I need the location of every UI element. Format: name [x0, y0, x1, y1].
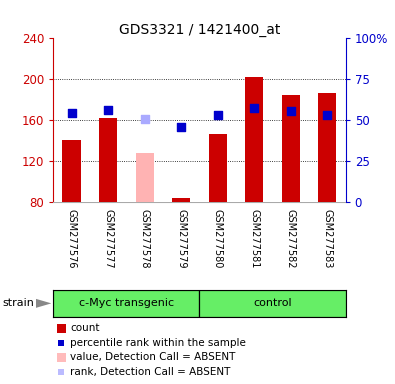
Point — [68, 110, 75, 116]
Point — [288, 108, 294, 114]
Bar — [172, 197, 190, 202]
Text: GSM277576: GSM277576 — [67, 209, 77, 268]
Text: value, Detection Call = ABSENT: value, Detection Call = ABSENT — [70, 352, 235, 362]
Text: GSM277581: GSM277581 — [249, 209, 259, 268]
Polygon shape — [36, 299, 51, 308]
Bar — [53, 290, 199, 317]
Text: c-Myc transgenic: c-Myc transgenic — [79, 298, 174, 308]
Text: GSM277582: GSM277582 — [286, 209, 296, 268]
Point — [141, 116, 148, 122]
Bar — [318, 93, 337, 202]
Point — [214, 112, 221, 118]
Title: GDS3321 / 1421400_at: GDS3321 / 1421400_at — [119, 23, 280, 37]
Text: rank, Detection Call = ABSENT: rank, Detection Call = ABSENT — [70, 367, 230, 377]
Point — [105, 107, 111, 113]
Bar — [199, 290, 346, 317]
Bar — [135, 153, 154, 202]
Text: GSM277583: GSM277583 — [322, 209, 332, 268]
Text: GSM277579: GSM277579 — [176, 209, 186, 268]
Text: strain: strain — [2, 298, 34, 308]
Point — [178, 124, 184, 130]
Point — [324, 112, 331, 118]
Text: GSM277580: GSM277580 — [213, 209, 223, 268]
Text: percentile rank within the sample: percentile rank within the sample — [70, 338, 246, 348]
Text: GSM277577: GSM277577 — [103, 209, 113, 268]
Text: control: control — [253, 298, 292, 308]
Point — [251, 105, 258, 111]
Bar — [245, 77, 263, 202]
Bar — [209, 134, 227, 202]
Bar — [99, 118, 117, 202]
Text: count: count — [70, 323, 100, 333]
Bar — [62, 141, 81, 202]
Text: GSM277578: GSM277578 — [140, 209, 150, 268]
Bar — [282, 94, 300, 202]
